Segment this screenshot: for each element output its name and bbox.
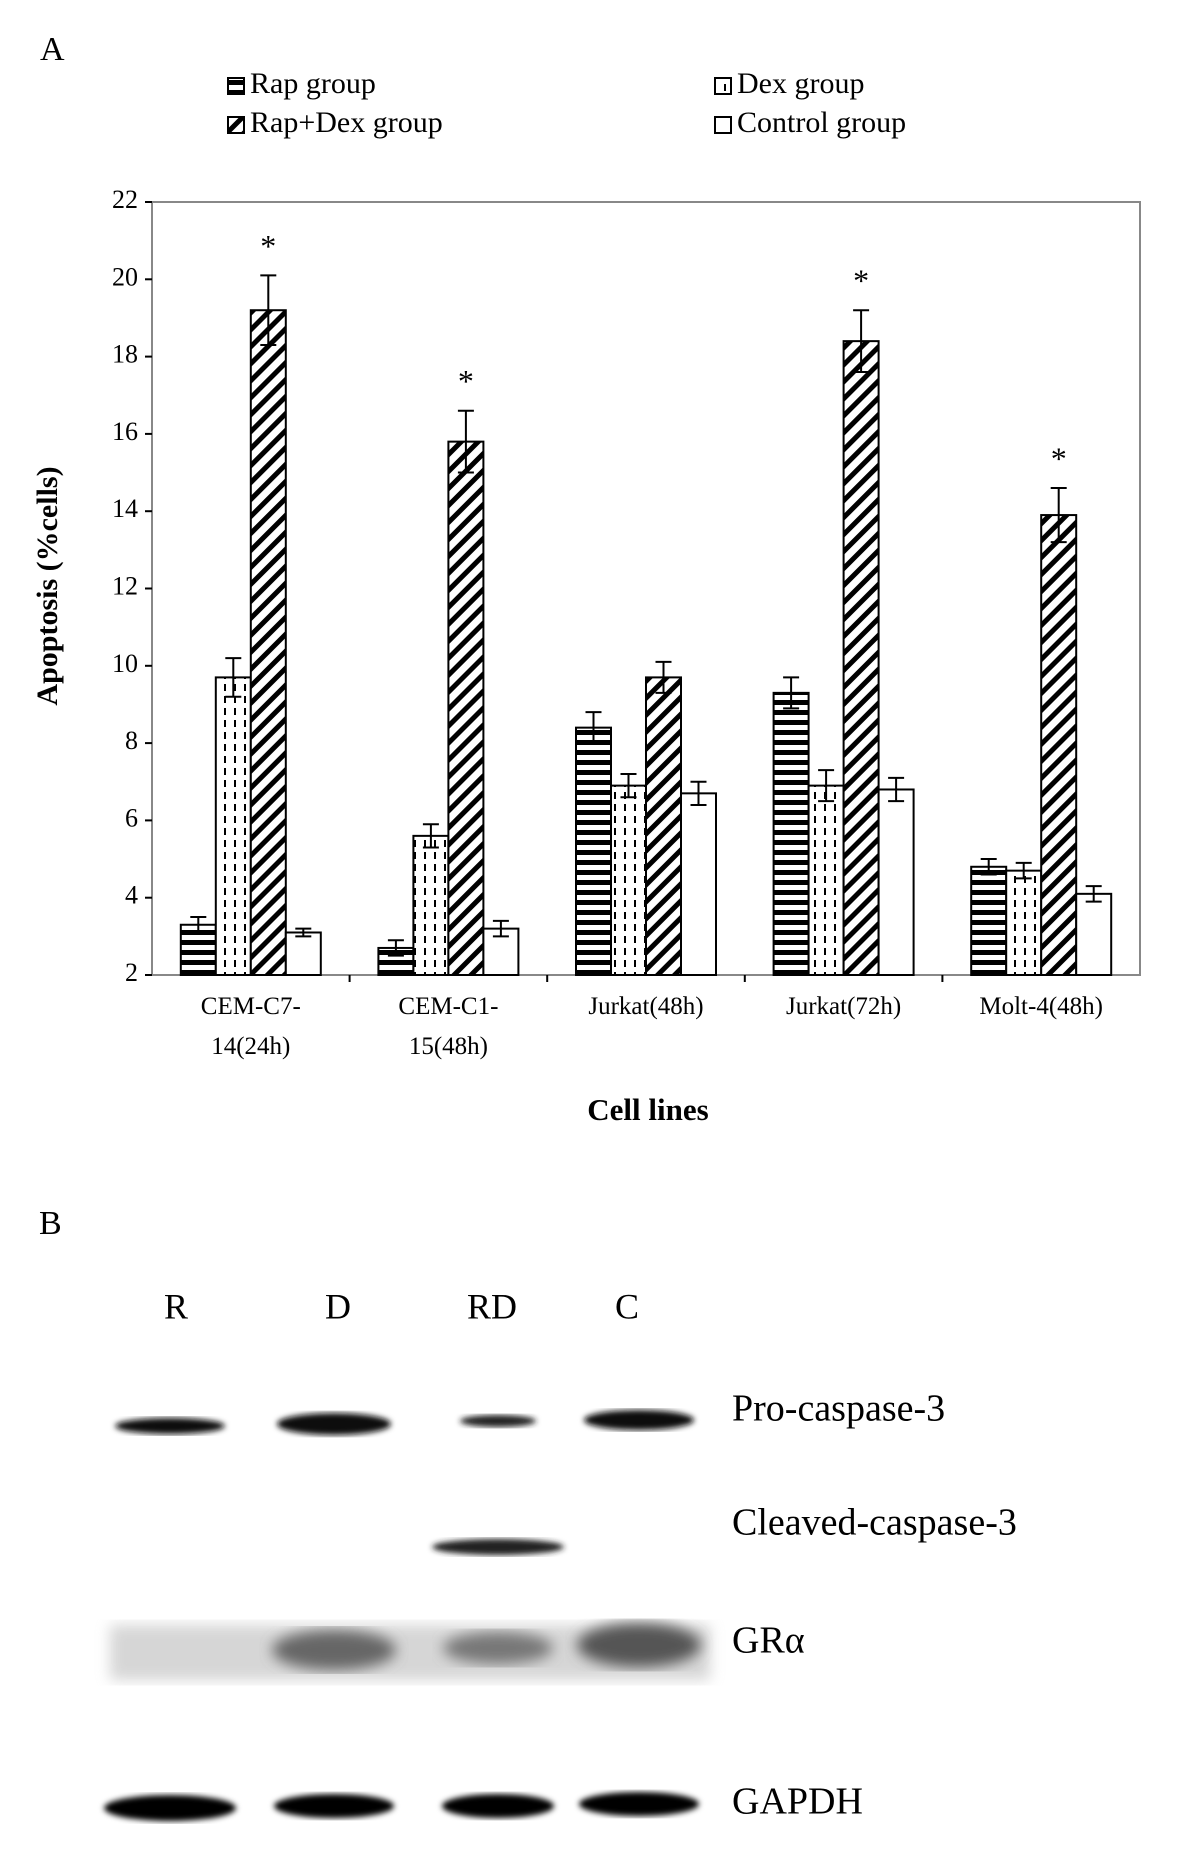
x-axis-label: Cell lines [587,1092,708,1127]
y-axis-label: Apoptosis (%cells) [31,466,64,705]
lane-label: R [164,1286,188,1326]
y-tick-label: 10 [112,649,138,678]
legend-swatch [714,77,732,95]
error-bar [783,676,800,710]
error-bar [1015,861,1032,880]
bar [610,784,647,976]
error-bar [295,927,312,938]
significance-mark: * [1051,440,1067,476]
band [272,1630,396,1670]
error-bar [980,858,997,876]
band [579,1792,699,1816]
error-bar [1085,885,1102,903]
error-bar [888,776,905,803]
legend-label: Control group [737,106,906,139]
y-tick-label: 2 [125,958,138,987]
blot-row-label: GAPDH [732,1781,863,1823]
y-tick-label: 4 [125,881,138,910]
band [460,1415,536,1427]
band [104,1795,236,1821]
y-tick-label: 8 [125,726,138,755]
x-tick-label: Molt-4(48h) [979,993,1103,1020]
bar [772,691,810,976]
bar [1075,892,1113,977]
significance-mark: * [458,363,474,399]
y-tick-label: 12 [112,571,138,600]
legend-label: Rap group [250,67,376,100]
blot-row-label: Cleaved-caspase-3 [732,1502,1017,1544]
error-bar [585,711,602,745]
legend-swatch [227,77,245,95]
bar [877,788,915,976]
error-bar [260,274,277,347]
significance-mark: * [853,263,869,299]
bar [412,834,450,976]
error-bar [655,660,672,694]
error-bar [690,780,707,806]
legend-swatch [714,116,732,134]
lane-label: D [325,1286,351,1326]
x-tick-label: CEM-C7-14(24h) [200,993,301,1060]
error-bar [492,919,509,938]
bar [680,792,717,976]
bar [970,865,1008,977]
band [442,1794,554,1818]
error-bar [853,309,870,374]
error-bar [818,769,835,803]
bar [447,440,485,976]
bar [1005,869,1043,977]
y-tick-label: 6 [125,803,138,832]
y-tick-label: 14 [112,494,138,523]
y-tick-label: 16 [112,417,138,446]
y-tick-label: 22 [112,185,138,214]
bar [284,931,322,976]
x-tick-label: Jurkat(48h) [588,993,704,1020]
bar [575,726,612,977]
error-bar [457,409,474,474]
legend-label: Dex group [737,67,864,100]
error-bar [1050,487,1067,544]
band [577,1623,701,1667]
error-bar [225,657,242,698]
error-bar [422,823,439,849]
band [274,1794,394,1818]
band [584,1410,694,1430]
error-bar [190,916,207,934]
panel-label: A [40,31,65,68]
x-tick-label: Jurkat(72h) [785,993,902,1020]
bar [645,676,682,977]
band [443,1632,553,1664]
bar [1040,514,1078,976]
bar [807,784,845,976]
legend-swatch [227,116,245,134]
blot-bands [104,1410,710,1821]
panel-label: B [39,1205,62,1242]
bar [249,309,287,977]
band [277,1413,391,1435]
lane-label: C [615,1286,639,1326]
blot-row-label: Pro-caspase-3 [732,1388,945,1430]
error-bar [620,773,637,799]
y-tick-label: 18 [112,340,138,369]
lane-label: RD [467,1286,517,1326]
band [432,1539,564,1555]
error-bar [387,939,404,957]
bar [842,340,880,976]
band [115,1418,225,1434]
x-tick-label: CEM-C1-15(48h) [398,993,499,1060]
blot-row-label: GRα [732,1620,805,1662]
legend-label: Rap+Dex group [250,106,443,139]
significance-mark: * [260,228,276,264]
bar [214,676,252,977]
y-tick-label: 20 [112,262,138,291]
